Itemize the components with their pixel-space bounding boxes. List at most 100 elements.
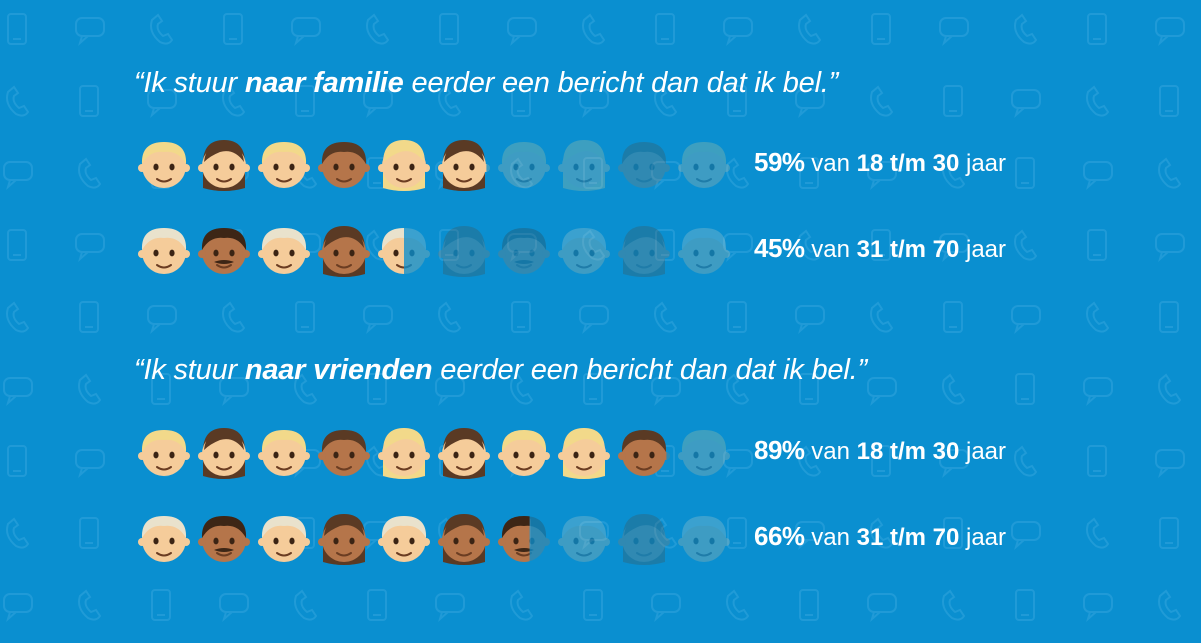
pattern-chat-icon xyxy=(219,377,249,406)
percent-value: 45% xyxy=(754,233,805,263)
stat-label: 45% van 31 t/m 70 jaar xyxy=(754,233,1007,263)
pattern-handset-icon xyxy=(726,589,750,621)
pattern-phone-icon xyxy=(799,373,819,405)
pattern-phone-icon xyxy=(871,445,891,477)
pattern-phone-icon xyxy=(7,13,27,45)
pattern-phone-icon xyxy=(1015,157,1035,189)
pattern-chat-icon xyxy=(795,521,825,550)
pattern-handset-icon xyxy=(6,517,30,549)
pattern-phone-icon xyxy=(799,589,819,621)
pattern-handset-icon xyxy=(582,229,606,261)
percent-value: 66% xyxy=(754,521,805,551)
pattern-phone-icon xyxy=(1087,445,1107,477)
pattern-phone-icon xyxy=(7,229,27,261)
face-icon-man-brown xyxy=(198,516,250,562)
pattern-handset-icon xyxy=(1014,13,1038,45)
face-icon-boy-brown xyxy=(618,430,670,476)
pattern-phone-icon xyxy=(943,85,963,117)
pattern-phone-icon xyxy=(1087,229,1107,261)
face-icon-man-light xyxy=(138,228,190,274)
pattern-handset-icon xyxy=(510,373,534,405)
pattern-handset-icon xyxy=(6,85,30,117)
pattern-chat-icon xyxy=(1083,161,1113,190)
face-icon-woman-brown xyxy=(438,514,490,565)
face-icon-boy-brown xyxy=(318,430,370,476)
pattern-chat-icon xyxy=(3,593,33,622)
pictogram-row-family-young: 59% van 18 t/m 30 jaar xyxy=(138,133,1178,193)
pattern-phone-icon xyxy=(79,85,99,117)
face-icon-boy-brown xyxy=(318,142,370,188)
face-icon-girl-blonde xyxy=(558,428,610,479)
pattern-chat-icon xyxy=(723,233,753,262)
pattern-chat-icon xyxy=(1155,17,1185,46)
face-icon-woman-brown xyxy=(618,226,670,277)
pattern-chat-icon xyxy=(795,89,825,118)
pattern-phone-icon xyxy=(871,229,891,261)
face-icons xyxy=(138,226,730,277)
pattern-phone-icon xyxy=(511,301,531,333)
face-icon-girl-brown xyxy=(438,140,490,191)
pattern-phone-icon xyxy=(583,373,603,405)
face-icon-woman-brown xyxy=(438,226,490,277)
pattern-chat-icon xyxy=(3,161,33,190)
pattern-handset-icon xyxy=(6,301,30,333)
face-icon-boy-light xyxy=(258,430,310,476)
pattern-chat-icon xyxy=(1011,89,1041,118)
pattern-handset-icon xyxy=(942,589,966,621)
face-icon-boy-light xyxy=(498,430,550,476)
percent-value: 59% xyxy=(754,147,805,177)
pattern-handset-icon xyxy=(726,373,750,405)
pattern-handset-icon xyxy=(78,373,102,405)
pattern-chat-icon xyxy=(363,89,393,118)
pattern-chat-icon xyxy=(3,377,33,406)
pattern-chat-icon xyxy=(75,233,105,262)
pattern-handset-icon xyxy=(798,229,822,261)
pattern-handset-icon xyxy=(1158,589,1182,621)
pattern-handset-icon xyxy=(366,13,390,45)
pattern-chat-icon xyxy=(579,521,609,550)
quote-family: “Ik stuur naar familie eerder een berich… xyxy=(134,67,839,99)
pattern-phone-icon xyxy=(583,589,603,621)
pattern-phone-icon xyxy=(367,589,387,621)
face-icon-man-light xyxy=(258,228,310,274)
quote-friends: “Ik stuur naar vrienden eerder een beric… xyxy=(134,354,867,386)
pattern-phone-icon xyxy=(79,301,99,333)
pattern-chat-icon xyxy=(147,305,177,334)
pattern-phone-icon xyxy=(151,373,171,405)
pattern-chat-icon xyxy=(867,161,897,190)
face-icon-man-brown xyxy=(498,516,550,562)
pattern-handset-icon xyxy=(78,589,102,621)
pattern-chat-icon xyxy=(579,89,609,118)
pattern-chat-icon xyxy=(723,17,753,46)
face-icon-girl-blonde xyxy=(378,428,430,479)
pattern-handset-icon xyxy=(726,157,750,189)
face-icon-man-light xyxy=(558,228,610,274)
pattern-phone-icon xyxy=(727,517,747,549)
pattern-phone-icon xyxy=(871,13,891,45)
pattern-chat-icon xyxy=(1011,305,1041,334)
pattern-phone-icon xyxy=(1159,301,1179,333)
pattern-handset-icon xyxy=(654,85,678,117)
pictogram-row-friends-older: 66% van 31 t/m 70 jaar xyxy=(138,507,1178,567)
pattern-chat-icon xyxy=(363,305,393,334)
pattern-phone-icon xyxy=(1159,517,1179,549)
pattern-handset-icon xyxy=(222,85,246,117)
face-icon-girl-blonde xyxy=(558,140,610,191)
pattern-chat-icon xyxy=(1155,233,1185,262)
face-icon-girl-brown xyxy=(198,428,250,479)
pattern-chat-icon xyxy=(219,593,249,622)
face-icon-man-light xyxy=(678,516,730,562)
pattern-chat-icon xyxy=(507,233,537,262)
pattern-chat-icon xyxy=(435,593,465,622)
pattern-handset-icon xyxy=(1086,85,1110,117)
pattern-phone-icon xyxy=(727,85,747,117)
pattern-phone-icon xyxy=(439,13,459,45)
face-icon-man-brown xyxy=(198,228,250,274)
percent-value: 89% xyxy=(754,435,805,465)
pattern-phone-icon xyxy=(1015,589,1035,621)
pattern-handset-icon xyxy=(1158,373,1182,405)
quote-emphasis: naar vrienden xyxy=(244,354,433,386)
pattern-handset-icon xyxy=(78,157,102,189)
pattern-phone-icon xyxy=(943,301,963,333)
pattern-handset-icon xyxy=(942,157,966,189)
